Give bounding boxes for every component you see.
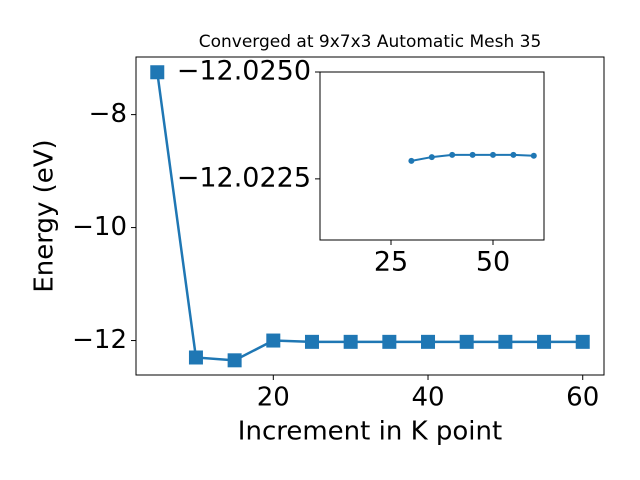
marker — [459, 334, 474, 349]
x-tick-label: 40 — [411, 383, 444, 413]
x-tick-label: 25 — [374, 247, 408, 278]
y-tick-label: −12.0225 — [177, 162, 311, 193]
x-axis-label: Increment in K point — [238, 417, 502, 447]
y-tick-label: −8 — [89, 99, 127, 129]
marker — [575, 334, 590, 349]
marker — [266, 333, 281, 348]
y-tick-label: −12 — [72, 325, 127, 355]
x-tick-label: 20 — [257, 383, 290, 413]
y-tick-label: −12.0250 — [177, 56, 311, 87]
x-tick-label: 50 — [476, 247, 510, 278]
axes-frame — [319, 71, 545, 241]
marker — [150, 65, 165, 80]
chart-title: Converged at 9x7x3 Automatic Mesh 35 — [199, 32, 542, 52]
marker — [469, 151, 476, 158]
marker — [428, 154, 435, 161]
marker — [510, 151, 517, 158]
marker — [421, 334, 436, 349]
axes-frame — [135, 56, 605, 376]
marker — [537, 334, 552, 349]
marker — [498, 334, 513, 349]
marker — [382, 334, 397, 349]
marker — [449, 151, 456, 158]
y-axis-label: Energy (eV) — [30, 139, 60, 292]
marker — [530, 152, 537, 159]
marker — [343, 334, 358, 349]
marker — [188, 350, 203, 365]
x-tick-label: 60 — [566, 383, 599, 413]
marker — [489, 151, 496, 158]
marker — [227, 353, 242, 368]
marker — [304, 334, 319, 349]
marker — [408, 157, 415, 164]
y-tick-label: −10 — [72, 212, 127, 242]
